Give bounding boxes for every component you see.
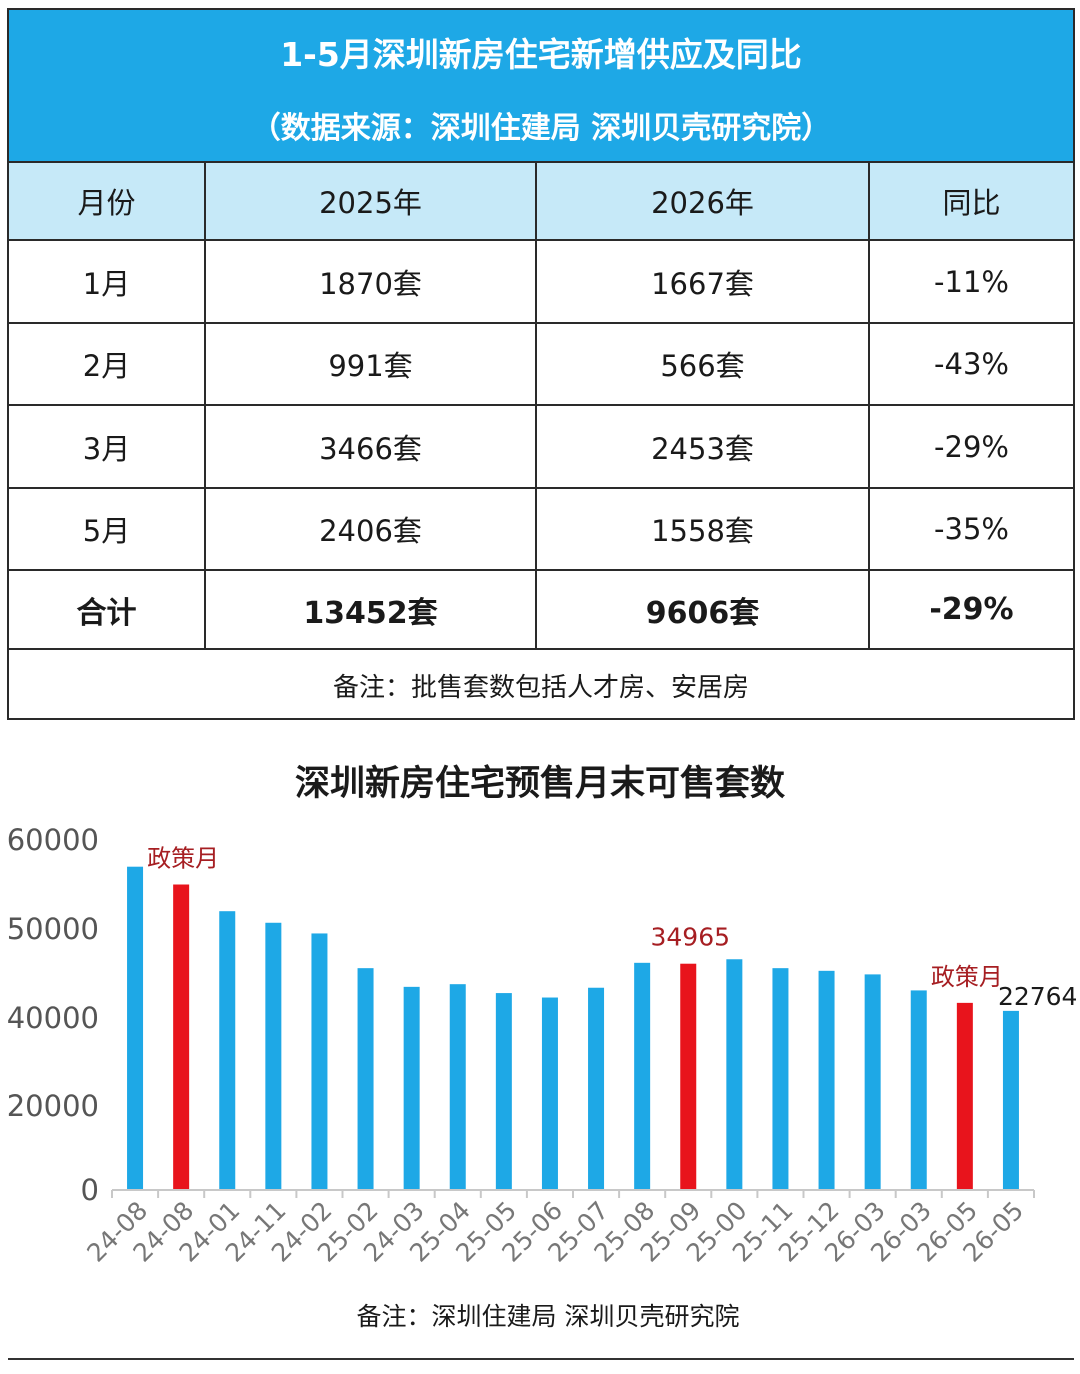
highlight-bar [956, 1002, 973, 1190]
cell-yoy: -43% [934, 347, 1009, 381]
bar [403, 986, 420, 1190]
cell-2026: 566套 [537, 324, 870, 404]
cell-yoy: -29% [934, 429, 1009, 464]
highlight-bar [173, 884, 190, 1190]
bar [541, 997, 558, 1190]
cell-month: 5月 [9, 489, 206, 569]
cell-month: 3月 [9, 406, 206, 487]
bar [818, 970, 835, 1190]
table-header-row: 月份 2025年 2026年 同比 [9, 161, 1073, 239]
x-axis: 24-0824-0824-0124-1124-0225-0224-0325-04… [81, 1190, 1035, 1268]
total-2025: 13452套 [206, 571, 537, 648]
header-2026: 2026年 [537, 163, 870, 239]
y-tick-label: 40000 [7, 1001, 99, 1035]
bar [1002, 1010, 1019, 1190]
cell-yoy: -11% [934, 264, 1009, 299]
cell-2026: 1667套 [537, 241, 870, 322]
annotation-label: 22764 [998, 982, 1078, 1011]
bar [588, 987, 605, 1190]
bar [357, 968, 374, 1190]
cell-2025: 991套 [206, 324, 537, 404]
table-title-band: 1-5月深圳新房住宅新增供应及同比 （数据来源：深圳住建局 深圳贝壳研究院） [9, 10, 1073, 161]
chart-title: 深圳新房住宅预售月末可售套数 [294, 764, 785, 804]
bar [219, 911, 236, 1190]
header-2025: 2025年 [206, 163, 537, 239]
table-title: 1-5月深圳新房住宅新增供应及同比 [280, 35, 802, 74]
table-row: 2月 991套 566套 -43% [9, 322, 1073, 404]
header-month: 月份 [9, 163, 206, 239]
total-yoy: -29% [929, 592, 1014, 627]
cell-2026: 2453套 [537, 406, 870, 487]
cell-2025: 1870套 [206, 241, 537, 322]
highlight-bar [680, 963, 697, 1190]
bar [726, 959, 743, 1190]
cell-2026: 1558套 [537, 489, 870, 569]
cell-2025: 3466套 [206, 406, 537, 487]
cell-2025: 2406套 [206, 489, 537, 569]
total-2026: 9606套 [537, 571, 870, 648]
table-note: 备注：批售套数包括人才房、安居房 [9, 648, 1073, 720]
bar [634, 962, 651, 1190]
bottom-divider [8, 1358, 1074, 1360]
bar [495, 993, 512, 1190]
cell-month: 1月 [9, 241, 206, 322]
bar [127, 866, 144, 1190]
y-axis: 0 20000 40000 50000 60000 [7, 823, 99, 1207]
chart-note: 备注：深圳住建局 深圳贝壳研究院 [356, 1302, 740, 1331]
supply-table: 1-5月深圳新房住宅新增供应及同比 （数据来源：深圳住建局 深圳贝壳研究院） 月… [7, 8, 1075, 720]
annotation-label: 政策月 [931, 963, 1003, 991]
y-tick-label: 50000 [7, 912, 99, 946]
bar [910, 990, 927, 1190]
bar [265, 922, 282, 1190]
table-total-row: 合计 13452套 9606套 -29% [9, 569, 1073, 648]
cell-month: 2月 [9, 324, 206, 404]
cell-yoy: -35% [934, 512, 1009, 546]
y-tick-label: 20000 [7, 1089, 99, 1123]
y-tick-label: 60000 [7, 823, 99, 857]
bar [449, 984, 466, 1190]
table-subtitle: （数据来源：深圳住建局 深圳贝壳研究院） [250, 111, 832, 146]
table-row: 3月 3466套 2453套 -29% [9, 404, 1073, 487]
bar [772, 968, 789, 1190]
y-tick-label: 0 [81, 1173, 99, 1207]
annotation-label: 政策月 [147, 845, 219, 873]
bar-chart: 0 20000 40000 50000 60000 24-0824-0824-0124-… [7, 823, 1078, 1268]
total-label: 合计 [9, 571, 206, 648]
table-row: 1月 1870套 1667套 -11% [9, 239, 1073, 322]
header-yoy: 同比 [942, 186, 1001, 220]
chart-bars [127, 866, 1019, 1190]
bar [864, 974, 881, 1190]
annotation-label: 34965 [650, 923, 730, 952]
bar [311, 933, 328, 1190]
table-row: 5月 2406套 1558套 -35% [9, 487, 1073, 569]
